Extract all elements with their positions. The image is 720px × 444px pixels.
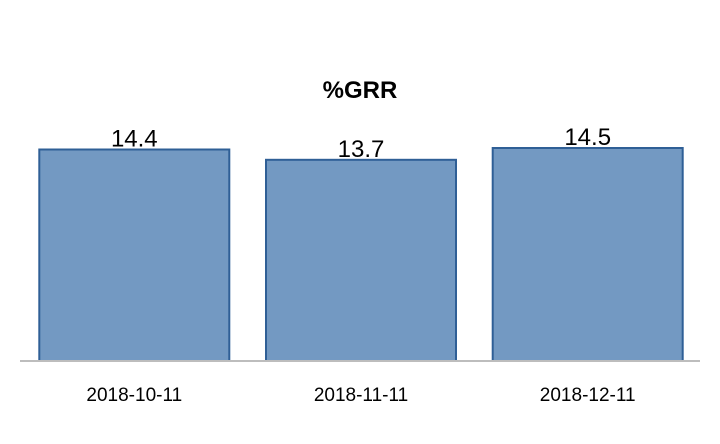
- bar-2018-11-11: [265, 158, 457, 362]
- data-labels-layer: 14.4 13.7 14.5: [111, 124, 611, 163]
- bar-2018-12-11: [491, 147, 684, 362]
- data-label-2018-10-11: 14.4: [111, 126, 158, 153]
- x-tick-label-2018-12-11: 2018-12-11: [540, 385, 636, 406]
- data-label-2018-12-11: 14.5: [564, 124, 611, 151]
- chart-title: %GRR: [323, 77, 398, 104]
- bars-layer: [38, 147, 684, 362]
- x-tick-label-2018-11-11: 2018-11-11: [314, 385, 408, 406]
- data-label-2018-11-11: 13.7: [338, 136, 385, 163]
- x-tick-labels-layer: 2018-10-11 2018-11-11 2018-12-11: [86, 385, 635, 406]
- bar-2018-10-11: [38, 148, 231, 362]
- x-tick-label-2018-10-11: 2018-10-11: [86, 385, 182, 406]
